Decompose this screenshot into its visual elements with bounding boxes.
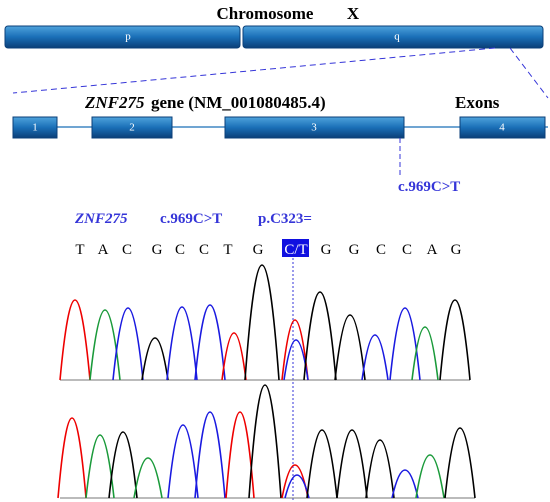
base: G [451,242,462,258]
base: G [349,242,360,258]
base: C/T [284,242,307,258]
base: G [152,242,163,258]
chromatogram [59,264,471,381]
exon-label: 2 [129,122,135,134]
gene-symbol: ZNF275 [84,93,145,112]
zoom-line [12,47,496,94]
seq-gene: ZNF275 [74,211,128,227]
zoom-line [509,47,549,99]
base: T [75,242,84,258]
arm-p [4,25,241,49]
base: G [321,242,332,258]
base: A [427,242,438,258]
base: A [98,242,109,258]
variant-label: c.969C>T [398,179,460,195]
chromatogram [57,384,476,499]
exon [459,116,546,139]
exon-label: 3 [311,122,317,134]
base: C [122,242,132,258]
exon [91,116,173,139]
chromosome-title: Chromosome [217,4,314,23]
base: C [376,242,386,258]
arm-label: p [125,31,131,43]
highlight [282,239,309,257]
base: T [223,242,232,258]
base: C [199,242,209,258]
exon [12,116,58,139]
base: C [175,242,185,258]
chromosome-name: X [347,4,360,23]
seq-protein: p.C323= [258,211,312,227]
arm-q [242,25,544,49]
arm-label: q [394,31,400,43]
exon-label: 4 [499,122,505,134]
exons-label: Exons [455,93,500,112]
exon [224,116,405,139]
base: C [402,242,412,258]
gene-description: gene (NM_001080485.4) [151,93,326,112]
base: G [253,242,264,258]
seq-cdna: c.969C>T [160,211,222,227]
exon-label: 1 [32,122,38,134]
